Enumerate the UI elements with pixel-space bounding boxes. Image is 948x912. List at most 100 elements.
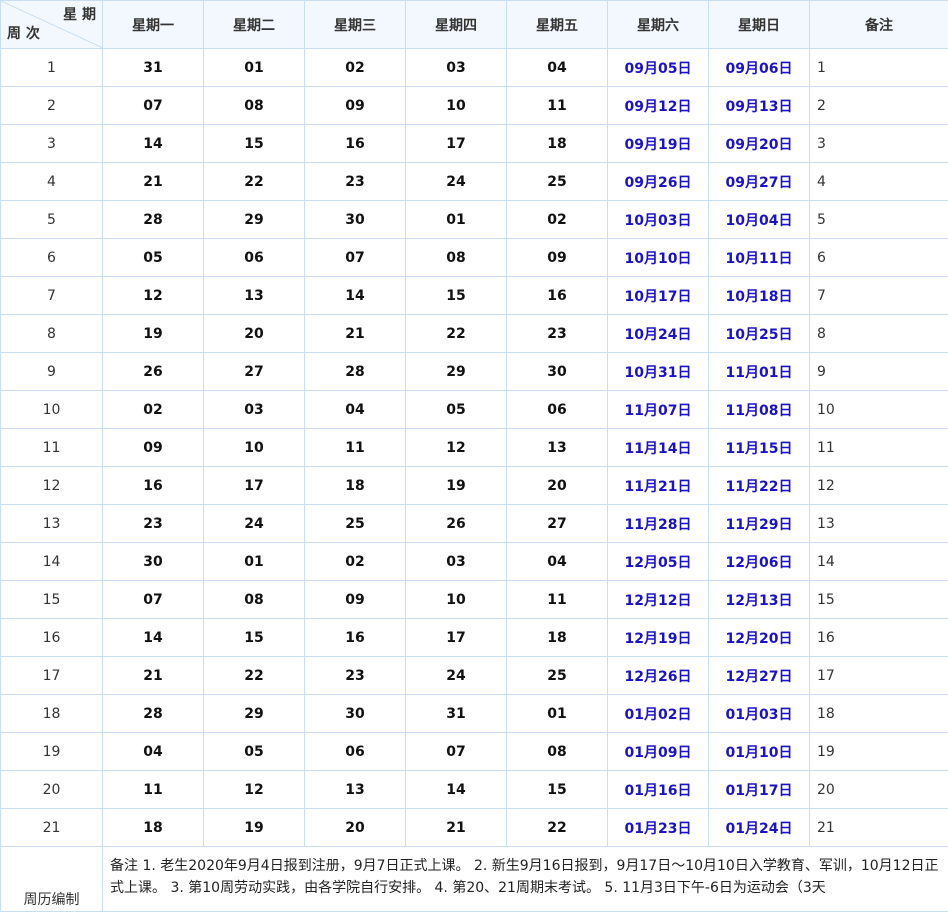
- thursday-cell: 15: [406, 277, 507, 315]
- thursday-cell: 03: [406, 49, 507, 87]
- wednesday-cell: 09: [305, 581, 406, 619]
- friday-cell: 04: [507, 543, 608, 581]
- tuesday-cell: 24: [204, 505, 305, 543]
- header-sunday: 星期日: [709, 1, 810, 49]
- week-number-cell: 5: [1, 201, 103, 239]
- remark-cell: 13: [810, 505, 948, 543]
- sunday-cell: 09月06日: [709, 49, 810, 87]
- remark-cell: 21: [810, 809, 948, 847]
- saturday-cell: 10月17日: [608, 277, 709, 315]
- monday-cell: 04: [103, 733, 204, 771]
- monday-cell: 05: [103, 239, 204, 277]
- remark-cell: 4: [810, 163, 948, 201]
- wednesday-cell: 16: [305, 619, 406, 657]
- saturday-cell: 12月19日: [608, 619, 709, 657]
- tuesday-cell: 06: [204, 239, 305, 277]
- wednesday-cell: 21: [305, 315, 406, 353]
- tuesday-cell: 17: [204, 467, 305, 505]
- week-number-cell: 18: [1, 695, 103, 733]
- saturday-cell: 01月23日: [608, 809, 709, 847]
- week-number-cell: 8: [1, 315, 103, 353]
- remark-cell: 16: [810, 619, 948, 657]
- monday-cell: 07: [103, 87, 204, 125]
- week-number-cell: 16: [1, 619, 103, 657]
- thursday-cell: 12: [406, 429, 507, 467]
- monday-cell: 09: [103, 429, 204, 467]
- saturday-cell: 11月21日: [608, 467, 709, 505]
- friday-cell: 25: [507, 163, 608, 201]
- monday-cell: 11: [103, 771, 204, 809]
- saturday-cell: 11月28日: [608, 505, 709, 543]
- week-number-cell: 20: [1, 771, 103, 809]
- thursday-cell: 24: [406, 657, 507, 695]
- friday-cell: 27: [507, 505, 608, 543]
- saturday-cell: 09月26日: [608, 163, 709, 201]
- tuesday-cell: 01: [204, 543, 305, 581]
- monday-cell: 07: [103, 581, 204, 619]
- tuesday-cell: 12: [204, 771, 305, 809]
- saturday-cell: 11月14日: [608, 429, 709, 467]
- friday-cell: 09: [507, 239, 608, 277]
- week-number-cell: 14: [1, 543, 103, 581]
- tuesday-cell: 10: [204, 429, 305, 467]
- tuesday-cell: 01: [204, 49, 305, 87]
- saturday-cell: 12月26日: [608, 657, 709, 695]
- week-number-cell: 2: [1, 87, 103, 125]
- remark-cell: 15: [810, 581, 948, 619]
- monday-cell: 21: [103, 657, 204, 695]
- wednesday-cell: 16: [305, 125, 406, 163]
- header-saturday: 星期六: [608, 1, 709, 49]
- saturday-cell: 10月03日: [608, 201, 709, 239]
- friday-cell: 02: [507, 201, 608, 239]
- saturday-cell: 11月07日: [608, 391, 709, 429]
- friday-cell: 25: [507, 657, 608, 695]
- monday-cell: 28: [103, 201, 204, 239]
- wednesday-cell: 20: [305, 809, 406, 847]
- sunday-cell: 01月17日: [709, 771, 810, 809]
- thursday-cell: 10: [406, 87, 507, 125]
- saturday-cell: 01月09日: [608, 733, 709, 771]
- sunday-cell: 12月27日: [709, 657, 810, 695]
- tuesday-cell: 08: [204, 87, 305, 125]
- wednesday-cell: 14: [305, 277, 406, 315]
- saturday-cell: 01月16日: [608, 771, 709, 809]
- thursday-cell: 19: [406, 467, 507, 505]
- friday-cell: 23: [507, 315, 608, 353]
- remark-cell: 3: [810, 125, 948, 163]
- thursday-cell: 26: [406, 505, 507, 543]
- saturday-cell: 09月05日: [608, 49, 709, 87]
- remark-cell: 19: [810, 733, 948, 771]
- sunday-cell: 10月18日: [709, 277, 810, 315]
- monday-cell: 02: [103, 391, 204, 429]
- tuesday-cell: 13: [204, 277, 305, 315]
- friday-cell: 18: [507, 619, 608, 657]
- wednesday-cell: 06: [305, 733, 406, 771]
- friday-cell: 01: [507, 695, 608, 733]
- sunday-cell: 12月20日: [709, 619, 810, 657]
- remark-cell: 11: [810, 429, 948, 467]
- friday-cell: 13: [507, 429, 608, 467]
- remark-cell: 10: [810, 391, 948, 429]
- header-thursday: 星期四: [406, 1, 507, 49]
- week-number-cell: 17: [1, 657, 103, 695]
- remark-cell: 14: [810, 543, 948, 581]
- week-number-cell: 11: [1, 429, 103, 467]
- monday-cell: 12: [103, 277, 204, 315]
- week-number-cell: 13: [1, 505, 103, 543]
- sunday-cell: 09月27日: [709, 163, 810, 201]
- tuesday-cell: 19: [204, 809, 305, 847]
- monday-cell: 31: [103, 49, 204, 87]
- sunday-cell: 01月24日: [709, 809, 810, 847]
- tuesday-cell: 05: [204, 733, 305, 771]
